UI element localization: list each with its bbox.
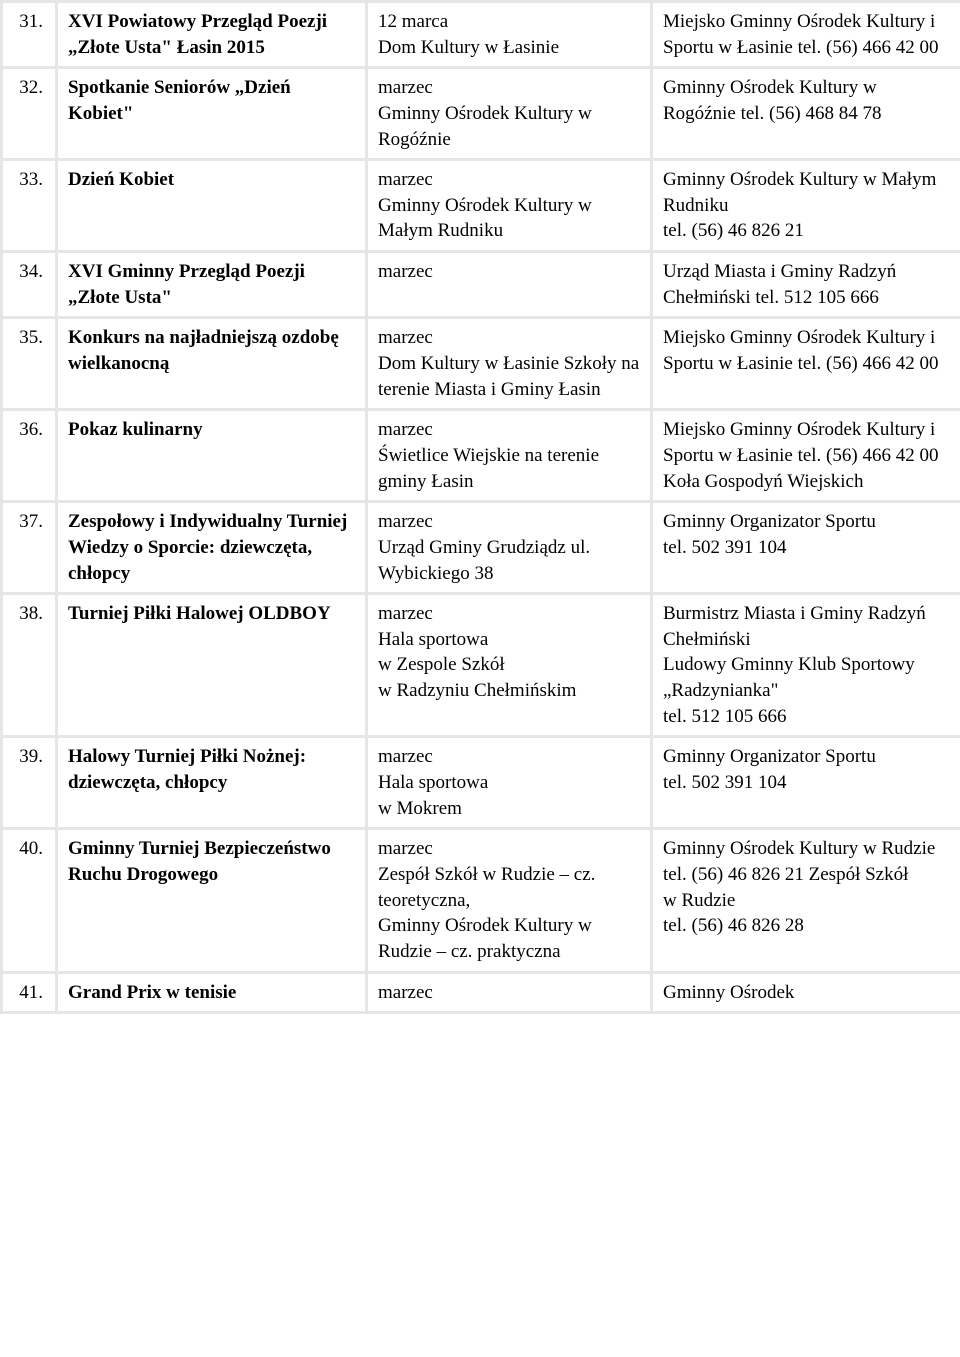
event-organizer: Gminny Ośrodek Kultury w Rudzietel. (56)… bbox=[652, 829, 960, 972]
table-row: 32.Spotkanie Seniorów „Dzień Kobiet"marz… bbox=[2, 68, 960, 160]
table-row: 34.XVI Gminny Przegląd Poezji „Złote Ust… bbox=[2, 252, 960, 318]
row-number: 31. bbox=[2, 2, 57, 68]
event-date-place: marzec bbox=[367, 972, 652, 1013]
row-number: 37. bbox=[2, 502, 57, 594]
table-row: 39.Halowy Turniej Piłki Nożnej: dziewczę… bbox=[2, 737, 960, 829]
event-organizer: Gminny Organizator Sportutel. 502 391 10… bbox=[652, 502, 960, 594]
event-date-place: marzecDom Kultury w Łasinie Szkoły na te… bbox=[367, 318, 652, 410]
event-date-place: marzecGminny Ośrodek Kultury w Rogóźnie bbox=[367, 68, 652, 160]
row-number: 39. bbox=[2, 737, 57, 829]
event-date-place: marzecZespół Szkół w Rudzie – cz. teoret… bbox=[367, 829, 652, 972]
event-name: Halowy Turniej Piłki Nożnej: dziewczęta,… bbox=[57, 737, 367, 829]
event-organizer: Gminny Ośrodek Kultury w Małym Rudnikute… bbox=[652, 160, 960, 252]
table-row: 41.Grand Prix w tenisiemarzecGminny Ośro… bbox=[2, 972, 960, 1013]
event-name: Turniej Piłki Halowej OLDBOY bbox=[57, 594, 367, 737]
row-number: 35. bbox=[2, 318, 57, 410]
table-row: 40.Gminny Turniej Bezpieczeństwo Ruchu D… bbox=[2, 829, 960, 972]
event-organizer: Gminny Ośrodek bbox=[652, 972, 960, 1013]
event-name: XVI Powiatowy Przegląd Poezji „Złote Ust… bbox=[57, 2, 367, 68]
event-name: Konkurs na najładniejszą ozdobę wielkano… bbox=[57, 318, 367, 410]
event-date-place: marzecGminny Ośrodek Kultury w Małym Rud… bbox=[367, 160, 652, 252]
row-number: 38. bbox=[2, 594, 57, 737]
event-organizer: Gminny Ośrodek Kultury w Rogóźnie tel. (… bbox=[652, 68, 960, 160]
event-date-place: marzecHala sportowaw Zespole Szkółw Radz… bbox=[367, 594, 652, 737]
row-number: 34. bbox=[2, 252, 57, 318]
event-date-place: 12 marcaDom Kultury w Łasinie bbox=[367, 2, 652, 68]
table-row: 31.XVI Powiatowy Przegląd Poezji „Złote … bbox=[2, 2, 960, 68]
row-number: 32. bbox=[2, 68, 57, 160]
event-date-place: marzecHala sportowaw Mokrem bbox=[367, 737, 652, 829]
table-row: 36.Pokaz kulinarnymarzecŚwietlice Wiejsk… bbox=[2, 410, 960, 502]
table-row: 38.Turniej Piłki Halowej OLDBOYmarzecHal… bbox=[2, 594, 960, 737]
table-row: 37.Zespołowy i Indywidualny Turniej Wied… bbox=[2, 502, 960, 594]
event-date-place: marzec bbox=[367, 252, 652, 318]
event-name: Grand Prix w tenisie bbox=[57, 972, 367, 1013]
row-number: 33. bbox=[2, 160, 57, 252]
event-date-place: marzecŚwietlice Wiejskie na terenie gmin… bbox=[367, 410, 652, 502]
event-name: Pokaz kulinarny bbox=[57, 410, 367, 502]
event-name: Dzień Kobiet bbox=[57, 160, 367, 252]
event-organizer: Gminny Organizator Sportutel. 502 391 10… bbox=[652, 737, 960, 829]
row-number: 40. bbox=[2, 829, 57, 972]
event-organizer: Urząd Miasta i Gminy Radzyń Chełmiński t… bbox=[652, 252, 960, 318]
event-name: Spotkanie Seniorów „Dzień Kobiet" bbox=[57, 68, 367, 160]
row-number: 41. bbox=[2, 972, 57, 1013]
event-date-place: marzecUrząd Gminy Grudziądz ul. Wybickie… bbox=[367, 502, 652, 594]
event-organizer: Burmistrz Miasta i Gminy Radzyń Chełmińs… bbox=[652, 594, 960, 737]
events-table: 31.XVI Powiatowy Przegląd Poezji „Złote … bbox=[0, 0, 960, 1014]
event-name: Gminny Turniej Bezpieczeństwo Ruchu Drog… bbox=[57, 829, 367, 972]
row-number: 36. bbox=[2, 410, 57, 502]
table-row: 33.Dzień KobietmarzecGminny Ośrodek Kult… bbox=[2, 160, 960, 252]
event-name: XVI Gminny Przegląd Poezji „Złote Usta" bbox=[57, 252, 367, 318]
event-organizer: Miejsko Gminny Ośrodek Kultury i Sportu … bbox=[652, 318, 960, 410]
event-organizer: Miejsko Gminny Ośrodek Kultury i Sportu … bbox=[652, 410, 960, 502]
event-name: Zespołowy i Indywidualny Turniej Wiedzy … bbox=[57, 502, 367, 594]
event-organizer: Miejsko Gminny Ośrodek Kultury i Sportu … bbox=[652, 2, 960, 68]
table-row: 35.Konkurs na najładniejszą ozdobę wielk… bbox=[2, 318, 960, 410]
